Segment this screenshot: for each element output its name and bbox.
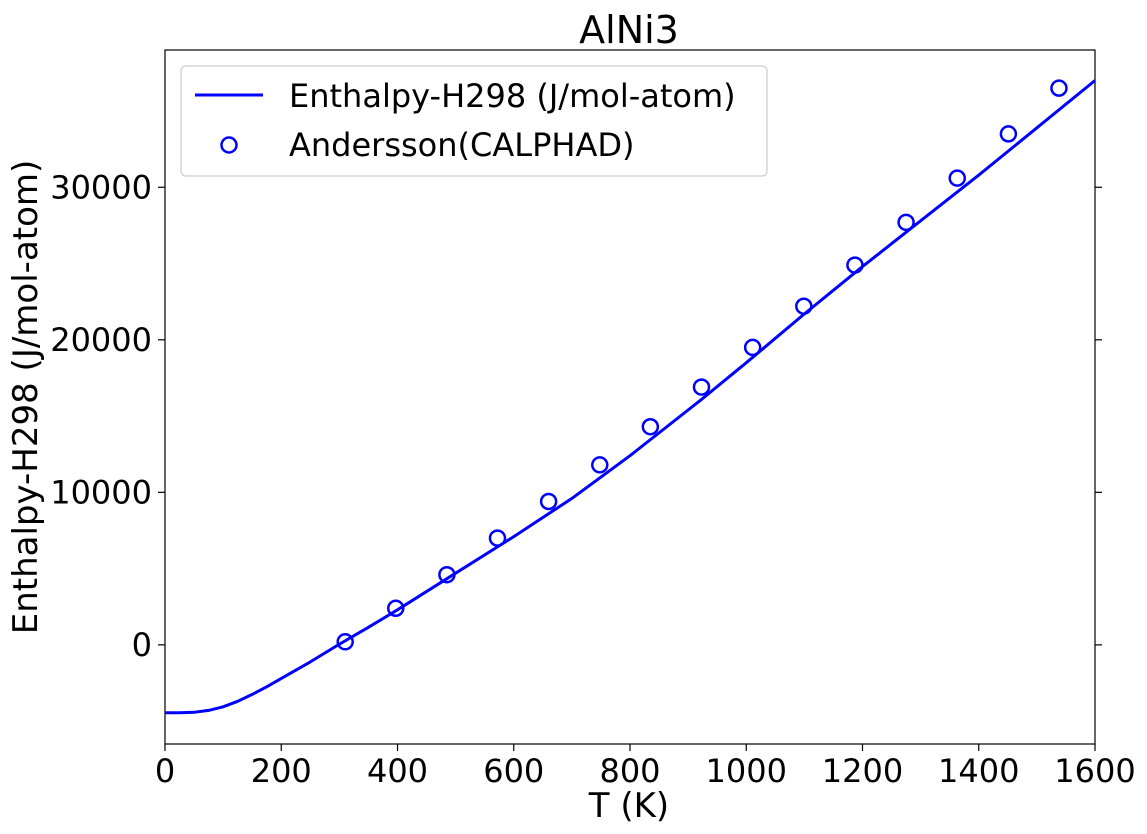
x-tick-label: 1600 [1054, 752, 1135, 790]
data-point-andersson [641, 417, 660, 436]
y-tick-label: 10000 [50, 473, 152, 511]
legend-box [180, 65, 768, 177]
x-axis-label: T (K) [588, 786, 669, 826]
data-point-andersson [795, 297, 813, 315]
legend-marker-swatch [220, 136, 238, 154]
x-tick-label: 400 [367, 752, 428, 790]
legend: Enthalpy-H298 (J/mol-atom) Andersson(CAL… [180, 65, 768, 177]
data-point-andersson [999, 125, 1018, 143]
chart-title: AlNi3 [579, 8, 679, 52]
data-point-andersson [897, 213, 915, 232]
x-tick-label: 600 [483, 752, 544, 790]
x-tick-label: 0 [155, 752, 175, 790]
data-point-andersson [438, 565, 456, 584]
data-point-andersson [539, 492, 558, 511]
y-axis-label: Enthalpy-H298 (J/mol-atom) [6, 160, 46, 635]
data-point-andersson [336, 633, 354, 651]
x-tick-label: 1400 [938, 752, 1019, 790]
x-tick-label: 800 [599, 752, 660, 790]
y-axis: 0 10000 20000 30000 [50, 168, 1102, 664]
data-point-andersson [692, 378, 711, 396]
data-point-andersson [743, 338, 762, 357]
data-point-andersson [591, 456, 609, 474]
legend-label-line: Enthalpy-H298 (J/mol-atom) [289, 77, 736, 115]
data-point-andersson [1050, 79, 1068, 97]
data-point-andersson [387, 599, 405, 618]
series-layer [165, 79, 1096, 715]
y-tick-label: 0 [132, 626, 152, 664]
x-axis: 0 200 400 600 800 1000 1200 1400 1600 [155, 744, 1136, 790]
x-tick-label: 200 [251, 752, 312, 790]
x-tick-label: 1200 [822, 752, 903, 790]
legend-label-scatter: Andersson(CALPHAD) [289, 126, 634, 164]
data-point-andersson [846, 256, 864, 274]
data-point-andersson [488, 529, 507, 547]
y-tick-label: 20000 [50, 321, 152, 359]
x-tick-label: 1000 [706, 752, 787, 790]
series-line-enthalpy [165, 79, 1096, 715]
y-tick-label: 30000 [50, 168, 152, 206]
data-point-andersson [948, 169, 966, 187]
